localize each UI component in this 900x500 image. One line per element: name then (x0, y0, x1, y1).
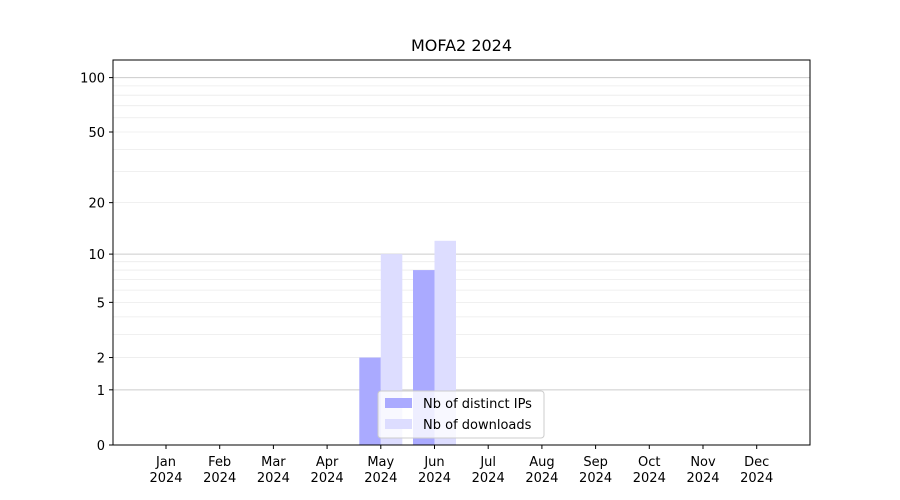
y-tick-label: 10 (88, 248, 105, 263)
y-tick-label: 20 (88, 197, 105, 212)
legend-box (377, 390, 545, 439)
legend-swatch (385, 398, 412, 408)
x-tick-label-month: Nov (690, 455, 716, 470)
x-tick-label-year: 2024 (203, 471, 236, 486)
x-tick-label-year: 2024 (364, 471, 397, 486)
x-tick-label-month: Aug (529, 455, 554, 470)
y-axis: 0 1 2 5 10 20 50 100 (80, 72, 113, 454)
x-tick-label-month: Jul (479, 455, 496, 470)
x-tick-label-month: Sep (583, 455, 608, 470)
x-tick-label-year: 2024 (579, 471, 612, 486)
chart-title: MOFA2 2024 (411, 36, 512, 55)
legend: Nb of distinct IPs Nb of downloads (377, 390, 545, 439)
x-tick-label-year: 2024 (472, 471, 505, 486)
y-tick-label: 2 (97, 352, 105, 367)
plot-frame (112, 59, 811, 446)
y-tick-label: 1 (97, 384, 105, 399)
y-tick-label: 0 (97, 439, 105, 454)
bar-distinct-ips-may (359, 357, 381, 445)
x-tick-label-year: 2024 (686, 471, 719, 486)
y-tick-label: 5 (97, 296, 105, 311)
x-tick-label-month: Oct (638, 455, 660, 470)
legend-swatch (385, 419, 412, 429)
x-tick-label-month: Apr (316, 455, 339, 470)
x-tick-label-year: 2024 (633, 471, 666, 486)
x-tick-label-month: Dec (744, 455, 769, 470)
x-tick-label-year: 2024 (149, 471, 182, 486)
x-tick-label-month: Feb (208, 455, 231, 470)
legend-label: Nb of distinct IPs (423, 397, 532, 412)
x-tick-label-month: Mar (261, 455, 286, 470)
x-tick-label-month: Jun (423, 455, 444, 470)
y-tick-label: 50 (88, 126, 105, 141)
x-tick-label-year: 2024 (418, 471, 451, 486)
x-tick-label-month: Jan (155, 455, 176, 470)
x-tick-label-year: 2024 (257, 471, 290, 486)
grid-lines (113, 77, 810, 391)
x-axis: Jan2024Feb2024Mar2024Apr2024May2024Jun20… (149, 445, 773, 486)
y-tick-label: 100 (80, 72, 105, 87)
x-tick-label-year: 2024 (311, 471, 344, 486)
x-tick-label-year: 2024 (740, 471, 773, 486)
x-tick-label-month: May (367, 455, 394, 470)
legend-label: Nb of downloads (423, 418, 532, 433)
x-tick-label-year: 2024 (525, 471, 558, 486)
